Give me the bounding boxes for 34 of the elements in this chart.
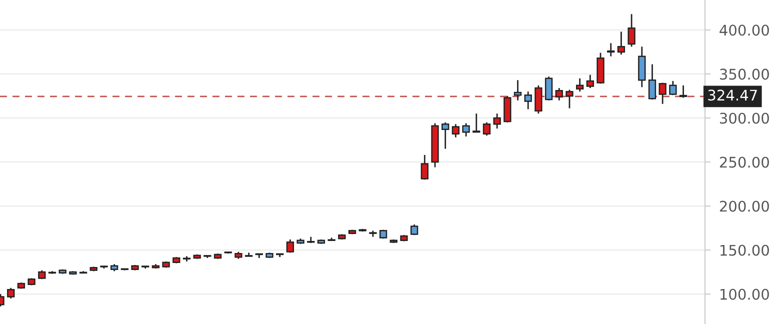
- y-tick-label: 200.00: [720, 200, 769, 212]
- candlestick: [617, 31, 626, 56]
- candlestick: [679, 84, 688, 98]
- candlestick: [586, 74, 594, 89]
- candlestick: [420, 154, 428, 180]
- y-tick-label: 300.00: [720, 112, 769, 124]
- candlestick: [628, 13, 636, 48]
- candlestick: [607, 42, 615, 58]
- candlestick: [286, 238, 294, 254]
- candlestick: [576, 78, 584, 92]
- candlestick: [648, 64, 656, 100]
- candlestick: [514, 79, 522, 102]
- candlestick: [452, 123, 460, 138]
- candlestick: [638, 46, 646, 88]
- candlestick: [658, 82, 666, 105]
- ref-line-label: 324.47: [708, 90, 757, 101]
- candlestick: [524, 90, 532, 110]
- candlestick: [472, 112, 480, 133]
- candlestick: [7, 287, 15, 300]
- candlestick: [669, 80, 677, 96]
- y-tick-label: 400.00: [720, 24, 769, 36]
- y-tick-label: 250.00: [720, 156, 769, 168]
- y-tick-label: 100.00: [720, 288, 769, 300]
- candlestick: [544, 76, 553, 102]
- candlestick: [442, 122, 450, 150]
- candlestick: [566, 89, 574, 109]
- candlestick: [493, 112, 501, 130]
- candlestick: [534, 84, 542, 114]
- candlestick: [504, 95, 512, 124]
- y-tick-label: 350.00: [720, 68, 769, 80]
- y-tick-label: 150.00: [720, 244, 769, 256]
- candlestick: [462, 122, 470, 138]
- candlestick: [482, 122, 491, 136]
- candlestick: [555, 87, 563, 102]
